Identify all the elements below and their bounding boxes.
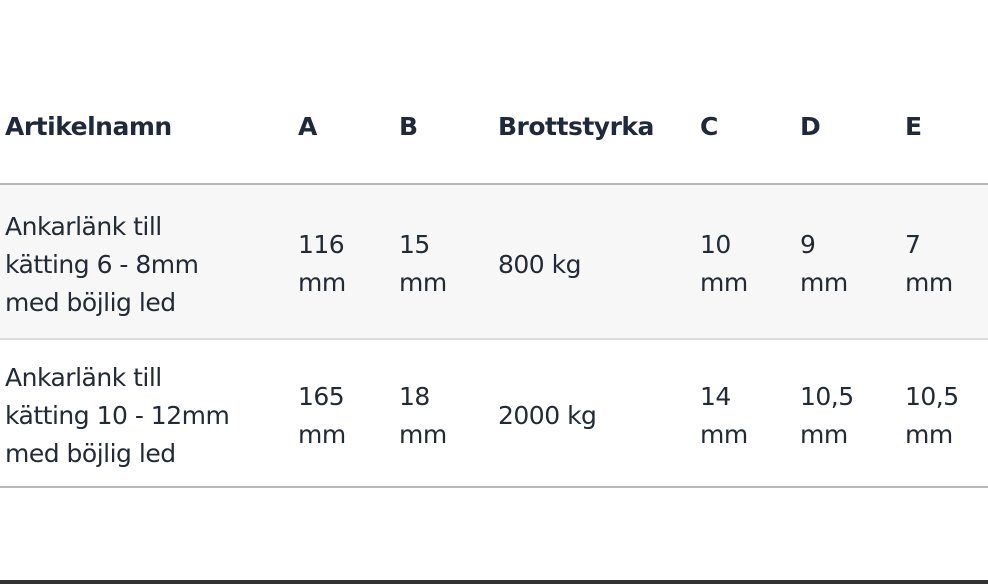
name-line: kätting 6 - 8mm [5, 250, 199, 279]
header-a: A [298, 112, 317, 141]
header-e: E [905, 112, 922, 141]
cell-c: 10 mm [700, 230, 748, 297]
cell-e: 7 mm [905, 230, 953, 297]
name-line: Ankarlänk till [5, 363, 162, 392]
name-line: med böjlig led [5, 439, 176, 468]
cell-brottstyrka: 800 kg [498, 250, 582, 279]
cell-e: 10,5 mm [905, 382, 959, 449]
header-divider [0, 183, 988, 185]
cell-artikelnamn: Ankarlänk till kätting 6 - 8mm med böjli… [5, 208, 199, 322]
cell-c: 14 mm [700, 382, 748, 449]
cell-a: 165 mm [298, 382, 346, 449]
table-bottom-border [0, 486, 988, 488]
cell-artikelnamn: Ankarlänk till kätting 10 - 12mm med böj… [5, 359, 230, 473]
header-artikelnamn: Artikelnamn [5, 112, 172, 141]
table-row: Ankarlänk till kätting 6 - 8mm med böjli… [0, 185, 988, 338]
name-line: med böjlig led [5, 288, 176, 317]
cell-b: 18 mm [399, 382, 447, 449]
cell-a: 116 mm [298, 230, 346, 297]
name-line: Ankarlänk till [5, 212, 162, 241]
cell-d: 10,5 mm [800, 382, 854, 449]
footer-edge [0, 580, 988, 584]
header-b: B [399, 112, 418, 141]
name-line: kätting 10 - 12mm [5, 401, 230, 430]
row-divider [0, 338, 988, 340]
header-c: C [700, 112, 718, 141]
header-d: D [800, 112, 821, 141]
header-brottstyrka: Brottstyrka [498, 112, 654, 141]
cell-d: 9 mm [800, 230, 848, 297]
table-row: Ankarlänk till kätting 10 - 12mm med böj… [0, 340, 988, 486]
cell-b: 15 mm [399, 230, 447, 297]
cell-brottstyrka: 2000 kg [498, 401, 597, 430]
